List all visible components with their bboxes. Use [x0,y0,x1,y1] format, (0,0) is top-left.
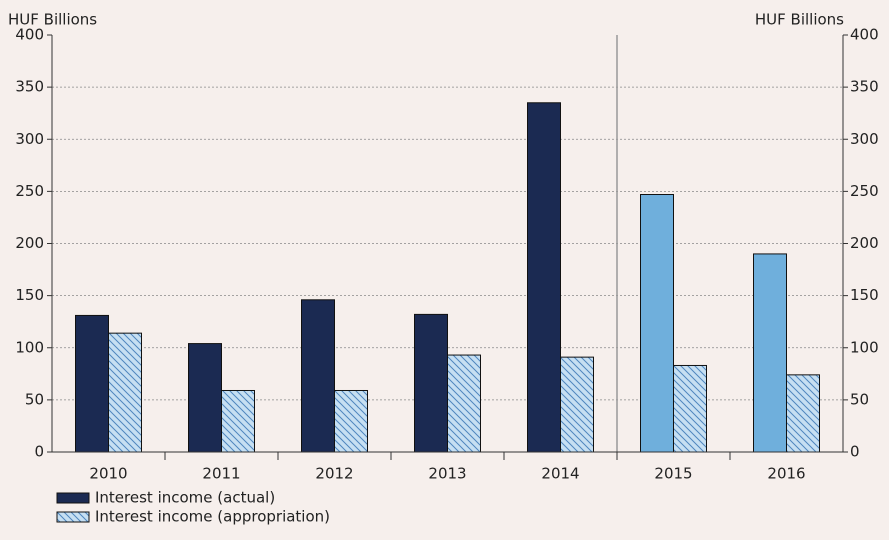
bar [527,102,561,453]
bar [108,332,142,453]
y-tick-label: 100 [15,338,44,356]
y-tick-label: 350 [15,78,44,96]
bar [786,374,820,453]
bar [301,299,335,453]
bar [221,389,255,453]
y-tick-label: 150 [15,286,44,304]
legend-label: Interest income (appropriation) [95,508,330,526]
x-tick-label: 2010 [89,465,127,483]
legend-swatch [56,492,90,504]
x-tick-label: 2012 [315,465,353,483]
y-tick-label: 300 [15,130,44,148]
y-tick-label: 50 [25,390,44,408]
y-tick-label: 400 [15,26,44,44]
y-axis-label: HUF Billions [8,11,97,29]
bar [753,253,787,453]
y2-tick-label: 300 [850,130,879,148]
bar [560,356,594,453]
y2-tick-label: 400 [850,26,879,44]
y2-tick-label: 50 [850,390,869,408]
y-tick-label: 200 [15,234,44,252]
bar [447,354,481,453]
y2-axis-label: HUF Billions [755,11,844,29]
y2-tick-label: 150 [850,286,879,304]
legend-swatch [56,511,90,523]
x-tick-label: 2014 [541,465,579,483]
y-tick-label: 0 [34,443,44,461]
legend-label: Interest income (actual) [95,489,275,507]
bar [188,343,222,453]
y2-tick-label: 100 [850,338,879,356]
bar [75,314,109,453]
y2-tick-label: 250 [850,182,879,200]
x-tick-label: 2015 [654,465,692,483]
x-tick-label: 2013 [428,465,466,483]
y2-tick-label: 200 [850,234,879,252]
x-tick-label: 2011 [202,465,240,483]
bar [640,194,674,453]
bar [673,364,707,453]
y2-tick-label: 0 [850,443,860,461]
x-tick-label: 2016 [767,465,805,483]
bar [334,389,368,453]
y-tick-label: 250 [15,182,44,200]
bar [414,313,448,453]
y2-tick-label: 350 [850,78,879,96]
